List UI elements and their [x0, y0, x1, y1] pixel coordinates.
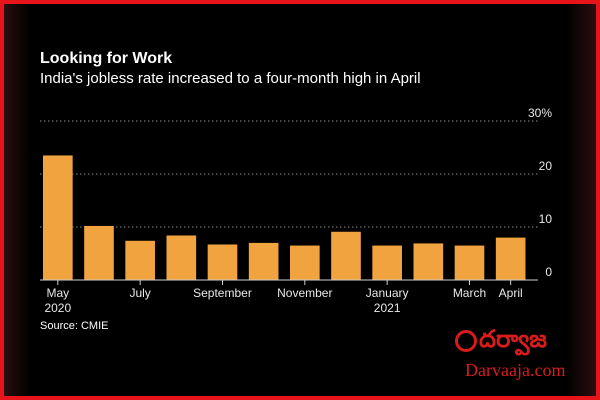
- x-tick-label: September: [193, 286, 252, 300]
- y-tick-label: 10: [539, 212, 553, 226]
- bar-may-2020: [43, 155, 73, 280]
- bar-nov-2020: [290, 245, 320, 280]
- bar-oct-2020: [248, 242, 279, 280]
- chart-panel: [4, 4, 596, 396]
- darvaaja-watermark: దర్వాజ Darvaaja.com: [455, 324, 591, 384]
- bar-jan-2021: [372, 245, 402, 280]
- watermark-url: Darvaaja.com: [465, 360, 566, 380]
- x-tick-label: March: [453, 286, 486, 300]
- chart-subtitle: India's jobless rate increased to a four…: [40, 70, 421, 87]
- x-tick-label: July: [129, 286, 150, 300]
- bar-feb-2021: [413, 243, 444, 280]
- x-tick-label: April: [499, 286, 523, 300]
- watermark-script-text: దర్వాజ: [479, 324, 547, 353]
- x-tick-label: November: [277, 286, 332, 300]
- left-edge-shadow: [4, 4, 30, 396]
- right-edge-shadow: [566, 4, 596, 396]
- chart-title: Looking for Work: [40, 50, 173, 67]
- bar-aug-2020: [166, 235, 197, 280]
- bar-apr-2021: [495, 237, 526, 280]
- y-tick-label: 30%: [528, 106, 552, 120]
- darvaaja-logo-icon: [455, 330, 477, 352]
- bar-mar-2021: [454, 245, 485, 280]
- x-tick-label: January 2021: [366, 286, 409, 315]
- y-tick-label: 0: [545, 265, 552, 279]
- bar-jun-2020: [84, 225, 114, 280]
- bar-sep-2020: [207, 244, 238, 280]
- bar-jul-2020: [125, 240, 155, 280]
- chart-source: Source: CMIE: [40, 320, 109, 332]
- x-tick-label: May 2020: [44, 286, 71, 315]
- bar-dec-2020: [331, 231, 361, 280]
- y-tick-label: 20: [539, 159, 553, 173]
